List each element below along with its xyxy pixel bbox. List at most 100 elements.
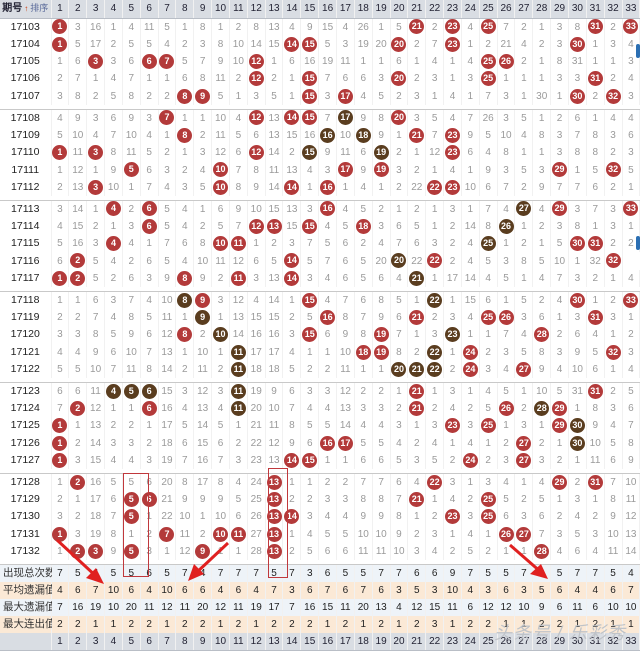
number-cell: 2 (175, 35, 195, 53)
number-cell: 15 (300, 109, 320, 127)
drawn-ball: 5 (123, 162, 139, 178)
sort-label[interactable]: 排序 (30, 3, 49, 14)
drawn-ball: 15 (302, 110, 318, 126)
number-cell: 2 (175, 161, 195, 179)
stat-value: 5 (479, 564, 498, 582)
number-cell: 2 (532, 434, 552, 452)
number-cell: 1 (443, 434, 462, 452)
number-cell: 10 (247, 200, 266, 218)
number-cell: 8 (514, 252, 534, 270)
number-cell: 27 (514, 360, 534, 379)
drawn-ball: 13 (266, 218, 282, 234)
number-cell: 4 (104, 235, 123, 253)
scrollbar-knob-top[interactable] (636, 44, 640, 58)
number-cell: 2 (604, 143, 623, 162)
stat-value: 5 (158, 564, 177, 582)
number-cell: 1 (300, 343, 320, 361)
number-cell: 13 (282, 161, 302, 179)
number-cell: 5 (104, 87, 123, 106)
number-cell: 13 (86, 417, 106, 435)
issue-number: 17129 (0, 490, 52, 509)
issue-column-header[interactable]: 期号 ↑ 排序 (0, 0, 52, 19)
number-cell: 4 (122, 451, 141, 470)
number-cell: 1 (51, 417, 70, 435)
number-cell: 2 (550, 508, 569, 526)
number-cell: 7 (568, 178, 587, 197)
issue-number: 17108 (0, 109, 52, 127)
number-cell: 4 (461, 18, 480, 36)
stat-value: 5 (354, 564, 373, 582)
number-cell: 14 (282, 508, 302, 526)
number-cell: 5 (354, 252, 373, 270)
number-cell: 32 (604, 343, 623, 361)
number-cell: 7 (532, 525, 552, 543)
number-cell: 2 (122, 252, 141, 270)
stat-value: 5 (336, 564, 355, 582)
stat-value: 2 (300, 615, 320, 633)
number-cell: 4 (443, 87, 462, 106)
number-cell: 21 (407, 382, 427, 400)
number-cell: 1 (586, 35, 605, 53)
stat-value: 2 (532, 615, 552, 633)
number-cell: 3 (68, 525, 88, 543)
number-cell: 1 (300, 178, 320, 197)
number-cell: 1 (51, 525, 70, 543)
number-cell: 6 (479, 291, 498, 309)
number-cell: 8 (193, 70, 213, 88)
number-cell: 11 (604, 542, 623, 561)
number-cell: 5 (497, 269, 516, 288)
stat-value: 7 (586, 564, 605, 582)
stat-row: 出现总次数 7 5 4 5 5 6 5 7 4 7 7 7 5 7 3 6 5 5 7 7 6 6 9 7 5 5 7 6 5 7 7 5 4 (0, 564, 640, 582)
number-cell: 6 (336, 70, 355, 88)
number-cell: 7 (550, 178, 569, 197)
number-cell: 17 (86, 35, 106, 53)
number-cell: 10 (211, 235, 230, 253)
drawn-ball: 5 (123, 509, 139, 525)
number-cell: 16 (86, 473, 106, 491)
number-cell: 2 (586, 87, 605, 106)
footer-number: 5 (122, 632, 141, 651)
number-cell: 3 (193, 143, 213, 162)
footer-number: 15 (300, 632, 320, 651)
number-cell: 6 (354, 143, 373, 162)
number-cell: 19 (372, 161, 391, 179)
drawn-ball: 11 (230, 383, 246, 399)
number-cell: 25 (479, 308, 498, 327)
number-cell: 6 (104, 490, 123, 509)
number-cell: 1 (461, 382, 480, 400)
number-cell: 25 (479, 508, 498, 526)
number-cell: 8 (86, 326, 106, 344)
drawn-ball: 17 (337, 110, 353, 126)
number-cell: 25 (479, 490, 498, 509)
number-cell: 8 (372, 291, 391, 309)
number-cell: 17 (86, 490, 106, 509)
scrollbar-knob-bottom[interactable] (636, 236, 640, 250)
footer-number: 22 (425, 632, 445, 651)
column-number-header: 16 (318, 0, 337, 19)
sort-arrow-icon[interactable]: ↑ (24, 4, 29, 14)
number-cell: 4 (479, 382, 498, 400)
number-cell: 8 (175, 269, 195, 288)
drawn-ball: 15 (302, 71, 318, 87)
drawn-ball: 12 (248, 218, 264, 234)
number-cell: 1 (86, 200, 106, 218)
number-cell: 3 (497, 451, 516, 470)
drawn-ball: 1 (52, 452, 68, 468)
drawn-ball: 27 (516, 452, 532, 468)
stat-value: 11 (568, 598, 587, 616)
number-cell: 13 (68, 178, 88, 197)
group-separator (0, 105, 640, 110)
number-cell: 28 (532, 326, 552, 344)
drawn-ball: 8 (177, 270, 193, 286)
footer-number: 23 (443, 632, 462, 651)
stat-value: 16 (300, 598, 320, 616)
draw-row: 17110 1 11 3 8 11 5 2 1 3 12 6 12 14 2 15 9 11 6 19 2 1 12 23 6 4… (0, 143, 640, 162)
stat-value: 7 (568, 564, 587, 582)
number-cell: 9 (211, 490, 230, 509)
number-cell: 1 (354, 52, 373, 71)
number-cell: 4 (372, 235, 391, 253)
number-cell: 1 (68, 417, 88, 435)
column-number-header: 31 (586, 0, 605, 19)
number-cell: 1 (497, 417, 516, 435)
draw-row: 17123 6 6 11 4 5 6 15 3 12 3 11 19 9 6 3 3 12 2 2 1 21 1 3 1 4 5 1 1… (0, 382, 640, 400)
